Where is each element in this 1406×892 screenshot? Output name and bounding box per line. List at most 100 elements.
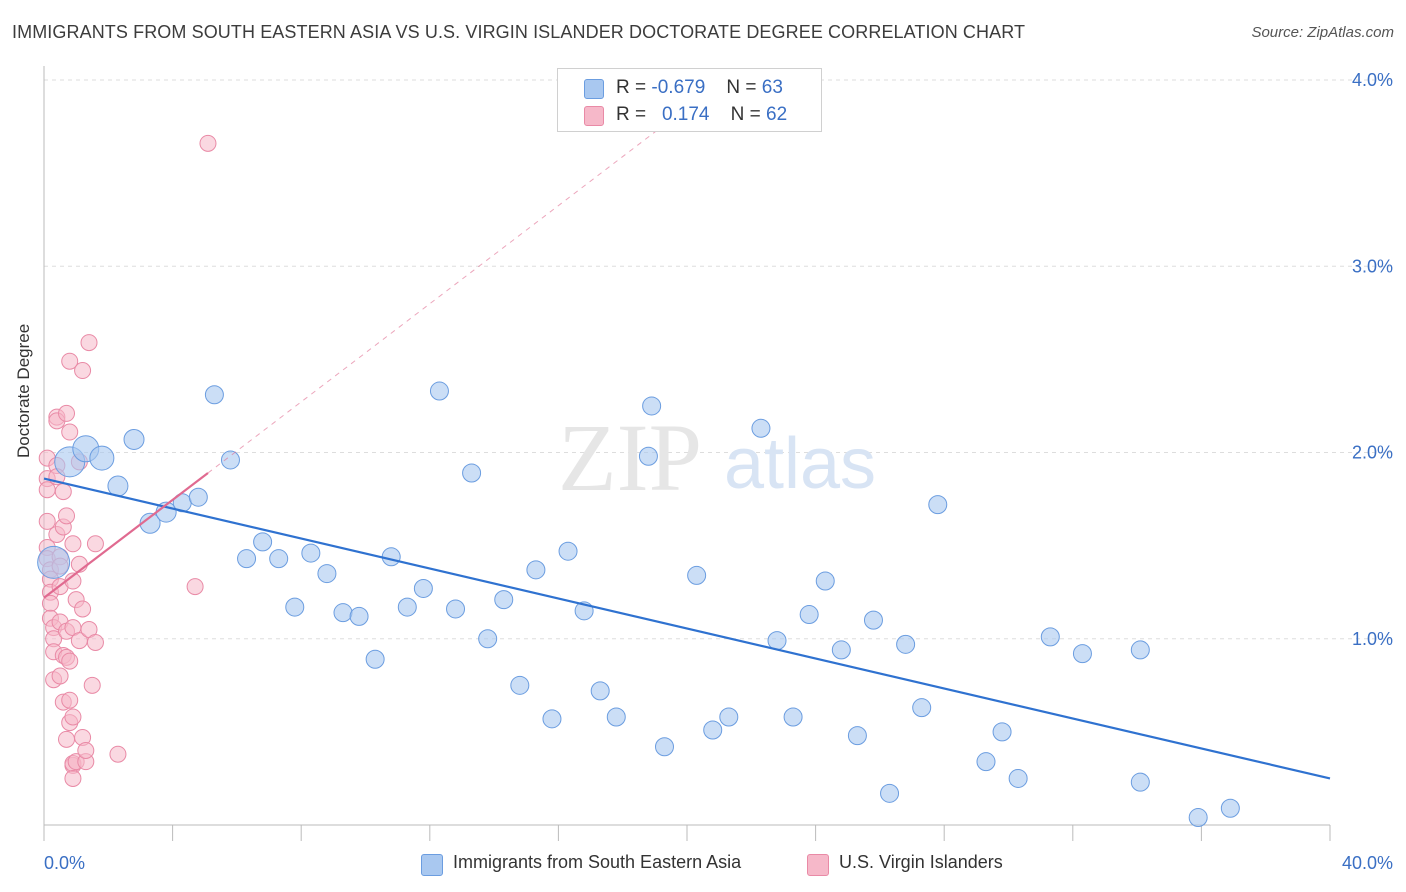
point-immigrants-sea-44 xyxy=(783,707,803,727)
point-us-virgin-islanders-59 xyxy=(86,535,104,553)
point-immigrants-sea-15 xyxy=(285,597,305,617)
point-immigrants-sea-14 xyxy=(269,549,289,569)
point-immigrants-sea-31 xyxy=(542,709,562,729)
point-immigrants-sea-35 xyxy=(606,707,626,727)
point-immigrants-sea-55 xyxy=(992,722,1012,742)
point-us-virgin-islanders-58 xyxy=(83,676,101,694)
point-immigrants-sea-56 xyxy=(1008,768,1028,788)
y-tick-label-3: 4.0% xyxy=(1352,70,1393,90)
point-immigrants-sea-27 xyxy=(478,629,498,649)
point-immigrants-sea-18 xyxy=(333,603,353,623)
r-label: R = xyxy=(616,104,647,125)
legend-swatch-blue xyxy=(421,854,443,876)
point-immigrants-sea-38 xyxy=(654,737,674,757)
point-immigrants-sea-24 xyxy=(429,381,449,401)
point-immigrants-sea-22 xyxy=(397,597,417,617)
point-immigrants-sea-10 xyxy=(204,385,224,405)
series-immigrants-sea xyxy=(37,381,1240,828)
y-tick-label-1: 2.0% xyxy=(1352,443,1393,463)
point-immigrants-sea-54 xyxy=(976,752,996,772)
point-us-virgin-islanders-39 xyxy=(64,708,82,726)
legend-swatch-pink xyxy=(807,854,829,876)
point-immigrants-sea-32 xyxy=(558,541,578,561)
y-tick-label-2: 3.0% xyxy=(1352,256,1393,276)
point-us-virgin-islanders-3 xyxy=(38,512,56,530)
point-immigrants-sea-20 xyxy=(365,649,385,669)
point-immigrants-sea-45 xyxy=(799,605,819,625)
correlation-legend: R = -0.679 N = 63 R = 0.174 N = 62 xyxy=(557,68,822,132)
point-us-virgin-islanders-45 xyxy=(64,535,82,553)
point-us-virgin-islanders-60 xyxy=(86,633,104,651)
point-us-virgin-islanders-25 xyxy=(54,483,72,501)
point-immigrants-sea-51 xyxy=(896,634,916,654)
source-label: Source: ZipAtlas.com xyxy=(1251,24,1394,41)
point-immigrants-sea-21 xyxy=(381,547,401,567)
point-immigrants-sea-19 xyxy=(349,606,369,626)
point-immigrants-sea-5 xyxy=(123,428,145,450)
point-us-virgin-islanders-55 xyxy=(77,742,95,759)
point-immigrants-sea-52 xyxy=(912,698,932,718)
point-immigrants-sea-58 xyxy=(1072,644,1092,664)
point-immigrants-sea-9 xyxy=(188,487,208,507)
point-us-virgin-islanders-33 xyxy=(58,730,76,748)
point-immigrants-sea-26 xyxy=(462,463,482,483)
point-us-virgin-islanders-36 xyxy=(61,652,79,670)
point-immigrants-sea-53 xyxy=(928,495,948,515)
point-us-virgin-islanders-24 xyxy=(51,667,69,685)
legend-swatch-pink xyxy=(584,106,604,126)
point-immigrants-sea-41 xyxy=(719,707,739,727)
point-immigrants-sea-36 xyxy=(638,446,658,466)
point-immigrants-sea-60 xyxy=(1130,640,1150,660)
point-immigrants-sea-47 xyxy=(831,640,851,660)
point-immigrants-sea-3 xyxy=(89,445,115,471)
x-tick-label-max: 40.0% xyxy=(1342,853,1393,873)
point-immigrants-sea-57 xyxy=(1040,627,1060,647)
point-immigrants-sea-17 xyxy=(317,564,337,584)
trendline-us-virgin-islanders-1 xyxy=(43,472,209,599)
y-axis-label: Doctorate Degree xyxy=(14,323,33,458)
point-immigrants-sea-0 xyxy=(37,545,71,579)
point-us-virgin-islanders-62 xyxy=(186,578,204,596)
point-immigrants-sea-13 xyxy=(253,532,273,552)
point-immigrants-sea-62 xyxy=(1220,798,1240,818)
point-immigrants-sea-50 xyxy=(880,783,900,803)
y-tick-label-0: 1.0% xyxy=(1352,629,1393,649)
n-value-pink: 62 xyxy=(766,104,788,125)
point-us-virgin-islanders-52 xyxy=(74,600,92,618)
point-us-virgin-islanders-51 xyxy=(74,362,92,380)
legend-label-pink: U.S. Virgin Islanders xyxy=(839,852,1003,872)
grid xyxy=(44,79,1392,640)
point-immigrants-sea-39 xyxy=(687,565,707,585)
tick-labels: 1.0% 2.0% 3.0% 4.0% 0.0% 40.0% xyxy=(44,70,1393,873)
legend-stats-blue: R = -0.679 N = 63 xyxy=(616,77,783,99)
point-immigrants-sea-46 xyxy=(815,571,835,591)
watermark-zip: ZIP xyxy=(558,404,702,511)
r-value-pink: 0.174 xyxy=(661,104,710,125)
point-immigrants-sea-49 xyxy=(863,610,883,630)
point-immigrants-sea-11 xyxy=(220,450,240,470)
point-immigrants-sea-42 xyxy=(751,418,771,438)
legend-stats-pink: R = 0.174 N = 62 xyxy=(616,104,787,126)
legend-row-pink: R = 0.174 N = 62 xyxy=(558,102,821,128)
point-immigrants-sea-34 xyxy=(590,681,610,701)
point-us-virgin-islanders-44 xyxy=(64,769,82,787)
point-immigrants-sea-4 xyxy=(107,475,129,497)
watermark-atlas: atlas xyxy=(724,424,876,504)
r-label: R = xyxy=(616,77,647,98)
point-immigrants-sea-16 xyxy=(301,543,321,563)
x-tick-label-min: 0.0% xyxy=(44,853,85,873)
axes xyxy=(43,66,1331,841)
point-immigrants-sea-28 xyxy=(494,590,514,610)
point-us-virgin-islanders-35 xyxy=(61,423,79,441)
point-immigrants-sea-40 xyxy=(703,720,723,740)
point-us-virgin-islanders-38 xyxy=(61,691,79,709)
point-immigrants-sea-12 xyxy=(237,549,257,569)
point-immigrants-sea-25 xyxy=(446,599,466,619)
point-immigrants-sea-61 xyxy=(1188,808,1208,828)
r-value-blue: -0.679 xyxy=(651,77,706,98)
point-immigrants-sea-48 xyxy=(847,726,867,746)
legend-swatch-blue xyxy=(584,79,604,99)
n-value-blue: 63 xyxy=(761,77,783,98)
n-label: N = xyxy=(730,104,761,125)
watermark: ZIP atlas xyxy=(558,404,876,511)
